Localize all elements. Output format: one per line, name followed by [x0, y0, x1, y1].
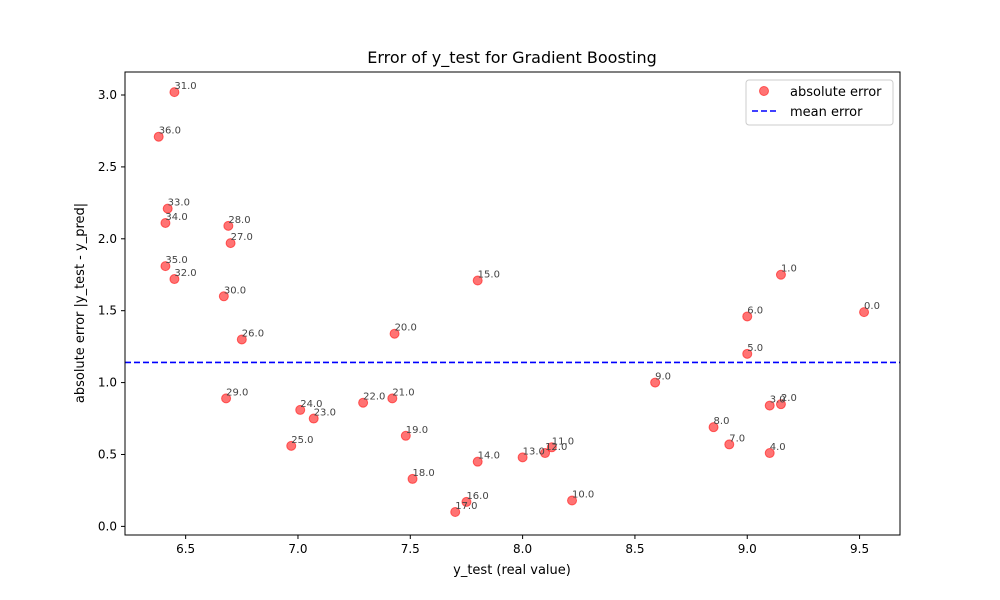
x-tick-label: 9.0 — [738, 542, 757, 556]
data-point-label: 19.0 — [406, 425, 428, 436]
x-tick-label: 9.5 — [850, 542, 869, 556]
data-point-label: 17.0 — [455, 501, 477, 512]
data-point — [461, 496, 472, 507]
data-point-label: 36.0 — [159, 126, 181, 137]
chart-title: Error of y_test for Gradient Boosting — [367, 48, 657, 68]
axes-frame — [124, 71, 901, 536]
legend: absolute error mean error — [745, 79, 894, 126]
data-point-label: 15.0 — [478, 269, 500, 280]
data-point-label: 18.0 — [413, 468, 435, 479]
data-point-label: 4.0 — [770, 442, 786, 453]
data-point-label: 33.0 — [168, 198, 190, 209]
data-point — [650, 377, 661, 388]
data-point-label: 14.0 — [478, 451, 500, 462]
legend-box — [745, 79, 894, 126]
data-point — [358, 397, 369, 408]
data-point-label: 23.0 — [314, 408, 336, 419]
data-point — [225, 238, 236, 249]
data-point-label: 28.0 — [228, 215, 250, 226]
data-point-label: 3.0 — [770, 395, 786, 406]
data-point-label: 31.0 — [174, 81, 196, 92]
x-tick-label: 8.0 — [513, 542, 532, 556]
data-point-label: 34.0 — [165, 212, 187, 223]
y-tick-label: 0.5 — [98, 447, 117, 461]
data-point-label: 24.0 — [300, 399, 322, 410]
y-tick-label: 0.0 — [98, 519, 117, 533]
data-point — [472, 456, 483, 467]
data-point — [540, 448, 551, 459]
data-point — [221, 393, 232, 404]
data-point — [387, 393, 398, 404]
data-point — [160, 217, 171, 228]
data-point-label: 7.0 — [729, 433, 745, 444]
data-point-label: 21.0 — [392, 387, 414, 398]
data-point — [308, 413, 319, 424]
data-point-label: 16.0 — [466, 491, 488, 502]
data-point-label: 22.0 — [363, 392, 385, 403]
data-point — [223, 220, 234, 231]
data-point — [450, 506, 461, 517]
data-point — [400, 430, 411, 441]
legend-label-absolute-error: absolute error — [790, 85, 882, 100]
data-point — [775, 399, 786, 410]
data-point-label: 9.0 — [655, 372, 671, 383]
data-point — [160, 261, 171, 272]
data-point-label: 35.0 — [165, 255, 187, 266]
data-point — [742, 348, 753, 359]
data-point — [764, 448, 775, 459]
x-tick-label: 6.5 — [176, 542, 195, 556]
data-point-label: 25.0 — [291, 435, 313, 446]
data-point — [169, 274, 180, 285]
data-point — [236, 334, 247, 345]
data-point — [295, 404, 306, 415]
data-point-label: 27.0 — [231, 232, 253, 243]
data-point-label: 0.0 — [864, 301, 880, 312]
data-point — [218, 291, 229, 302]
data-point — [389, 328, 400, 339]
data-point — [517, 452, 528, 463]
data-point-label: 8.0 — [714, 416, 730, 427]
y-tick-label: 2.5 — [98, 160, 117, 174]
data-point-label: 10.0 — [572, 489, 594, 500]
data-point — [153, 131, 164, 142]
plot-area: 6.5 7.0 7.5 8.0 8.5 9.0 9.5 0.0 0.5 1.0 1.5 2.0 2.5 3… — [98, 71, 901, 556]
data-point-label: 6.0 — [747, 305, 763, 316]
data-point — [472, 275, 483, 286]
x-axis-label: y_test (real value) — [453, 563, 571, 578]
y-tick-label: 2.0 — [98, 232, 117, 246]
data-point — [764, 400, 775, 411]
data-point — [708, 422, 719, 433]
data-point-label: 13.0 — [523, 446, 545, 457]
legend-marker-absolute-error — [759, 86, 769, 96]
data-point — [567, 495, 578, 506]
data-point — [859, 307, 870, 318]
data-point — [546, 442, 557, 453]
data-point-label: 29.0 — [226, 387, 248, 398]
data-point-label: 12.0 — [545, 442, 567, 453]
x-tick-label: 7.0 — [288, 542, 307, 556]
y-axis-label: absolute error |y_test - y_pred| — [73, 203, 88, 403]
data-point — [742, 311, 753, 322]
data-point-label: 11.0 — [552, 436, 574, 447]
data-point-label: 26.0 — [242, 328, 264, 339]
data-point — [724, 439, 735, 450]
x-tick-label: 8.5 — [625, 542, 644, 556]
y-tick-label: 3.0 — [98, 88, 117, 102]
data-point-label: 1.0 — [781, 264, 797, 275]
data-point — [775, 269, 786, 280]
data-point-label: 5.0 — [747, 343, 763, 354]
data-point-label: 2.0 — [781, 393, 797, 404]
data-point-label: 20.0 — [395, 323, 417, 334]
y-tick-label: 1.0 — [98, 376, 117, 390]
data-point-label: 32.0 — [174, 268, 196, 279]
data-point — [407, 473, 418, 484]
legend-label-mean-error: mean error — [790, 105, 863, 120]
data-point-label: 30.0 — [224, 285, 246, 296]
data-point — [162, 203, 173, 214]
x-tick-label: 7.5 — [401, 542, 420, 556]
data-point — [286, 440, 297, 451]
data-point — [169, 87, 180, 98]
y-tick-label: 1.5 — [98, 304, 117, 318]
